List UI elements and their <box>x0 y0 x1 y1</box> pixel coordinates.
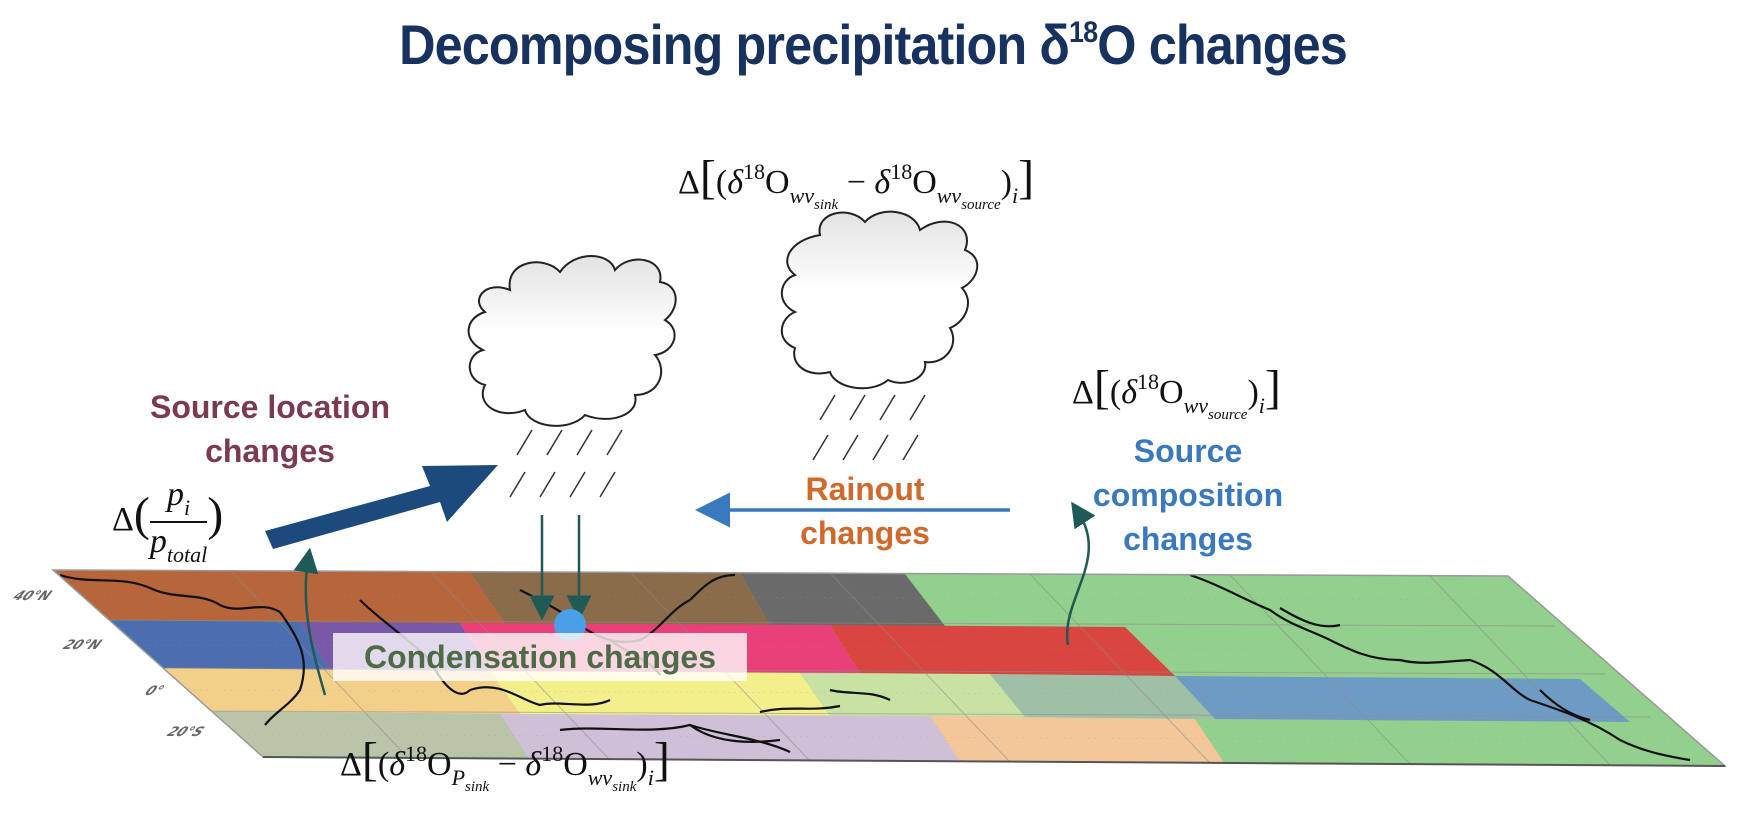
eq4-lparen: ( <box>377 746 390 783</box>
source-composition-line2: composition <box>1092 477 1284 513</box>
eq1-num: p <box>166 476 184 513</box>
eq4-p: P <box>451 765 466 790</box>
equation-source-composition: Δ[(δ18Owvsource)i] <box>1072 360 1281 424</box>
cloud-right <box>780 210 979 390</box>
eq2-source: source <box>961 197 1001 213</box>
eq3-o: O <box>1159 374 1184 411</box>
source-composition-line1: Source <box>1133 433 1243 469</box>
region-pacific-equatorial-mid <box>990 674 1215 719</box>
eq3-lparen: ( <box>1109 374 1122 411</box>
cloud-left <box>467 255 677 427</box>
source-location-line1: Source location <box>149 389 391 425</box>
equation-condensation: Δ[(δ18OPsink − δ18Owvsink)i] <box>340 732 670 796</box>
region-pacific-south <box>930 716 1225 764</box>
curved-arrow-right <box>1065 501 1096 646</box>
eq1-rparen: ) <box>207 487 224 541</box>
eq4-delta: Δ <box>340 746 362 783</box>
eq3-d: δ <box>1121 374 1137 411</box>
eq2-rbrack: ] <box>1018 151 1035 204</box>
equation-source-fraction: Δ(pi ptotal) <box>112 476 223 568</box>
eq4-o1: O <box>427 746 452 783</box>
eq1-fraction: pi ptotal <box>149 476 208 568</box>
eq2-i: i <box>1011 183 1019 208</box>
eq2-lparen: ( <box>715 164 728 201</box>
eq4-18a: 18 <box>405 741 427 766</box>
eq3-18: 18 <box>1137 369 1159 394</box>
region-north-pacific-east <box>740 573 945 626</box>
eq2-sink: sink <box>814 197 839 213</box>
eq4-sink1: sink <box>465 779 490 795</box>
eq2-18b: 18 <box>890 159 913 184</box>
source-composition-line3: changes <box>1123 521 1253 557</box>
eq4-sink2: sink <box>612 779 637 795</box>
region-north-pacific-mid <box>470 572 770 625</box>
eq3-i: i <box>1258 393 1265 418</box>
eq3-rparen: ) <box>1247 374 1259 411</box>
eq2-o1: O <box>765 164 790 201</box>
eq3-lbrack: [ <box>1093 361 1110 414</box>
eq3-rbrack: ] <box>1264 361 1281 414</box>
eq4-rbrack: ] <box>653 733 670 786</box>
eq4-18b: 18 <box>541 741 564 766</box>
rainout-label: Rainout changes <box>760 467 970 555</box>
eq2-minus: − <box>846 164 866 201</box>
source-location-line2: changes <box>205 433 335 469</box>
eq4-d1: δ <box>389 746 405 783</box>
rain-left <box>509 429 623 498</box>
region-north-pacific-west <box>53 570 505 624</box>
eq1-lparen: ( <box>133 487 150 541</box>
region-indian-south <box>190 711 530 760</box>
region-pacific-north <box>830 625 1175 676</box>
equation-rainout: Δ[(δ18Owvsink − δ18Owvsource)i] <box>678 150 1034 214</box>
curved-arrow-left <box>293 547 327 696</box>
eq2-d1: δ <box>727 164 743 201</box>
eq4-o2: O <box>563 746 588 783</box>
eq2-wv1: wv <box>789 183 815 208</box>
eq2-lbrack: [ <box>699 151 716 204</box>
eq2-wv2: wv <box>936 183 962 208</box>
rainout-line2: changes <box>800 515 930 551</box>
source-location-arrow <box>265 465 498 549</box>
eq2-o2: O <box>912 164 937 201</box>
eq1-num-sub: i <box>183 495 191 520</box>
region-indian-north <box>100 620 330 670</box>
eq3-wv: wv <box>1183 393 1209 418</box>
eq2-rparen: ) <box>1000 164 1012 201</box>
rainout-line1: Rainout <box>805 471 925 507</box>
region-pacific-equatorial-west <box>800 673 1025 717</box>
region-pacific-equatorial-east <box>1175 676 1630 722</box>
eq4-lbrack: [ <box>361 733 378 786</box>
condensation-label: Condensation changes <box>333 633 747 681</box>
eq4-minus: − <box>497 746 517 783</box>
eq2-delta: Δ <box>678 164 700 201</box>
eq2-18a: 18 <box>743 159 765 184</box>
source-location-label: Source location changes <box>110 385 430 473</box>
eq4-wv: wv <box>587 765 613 790</box>
source-composition-label: Source composition changes <box>1068 429 1308 561</box>
rain-right <box>812 394 926 461</box>
eq4-d2: δ <box>525 746 542 783</box>
region-australia <box>500 714 960 762</box>
slide-title: Decomposing precipitation δ18O changes <box>399 13 1348 76</box>
eq3-source: source <box>1208 407 1248 423</box>
eq4-rparen: ) <box>636 746 648 783</box>
eq3-delta: Δ <box>1072 374 1094 411</box>
source-region-map <box>53 570 1725 766</box>
eq2-d2: δ <box>874 164 891 201</box>
eq1-delta: Δ <box>112 500 134 538</box>
eq1-den-sub: total <box>166 542 208 567</box>
eq4-i: i <box>647 765 654 790</box>
eq1-den: p <box>149 523 167 560</box>
